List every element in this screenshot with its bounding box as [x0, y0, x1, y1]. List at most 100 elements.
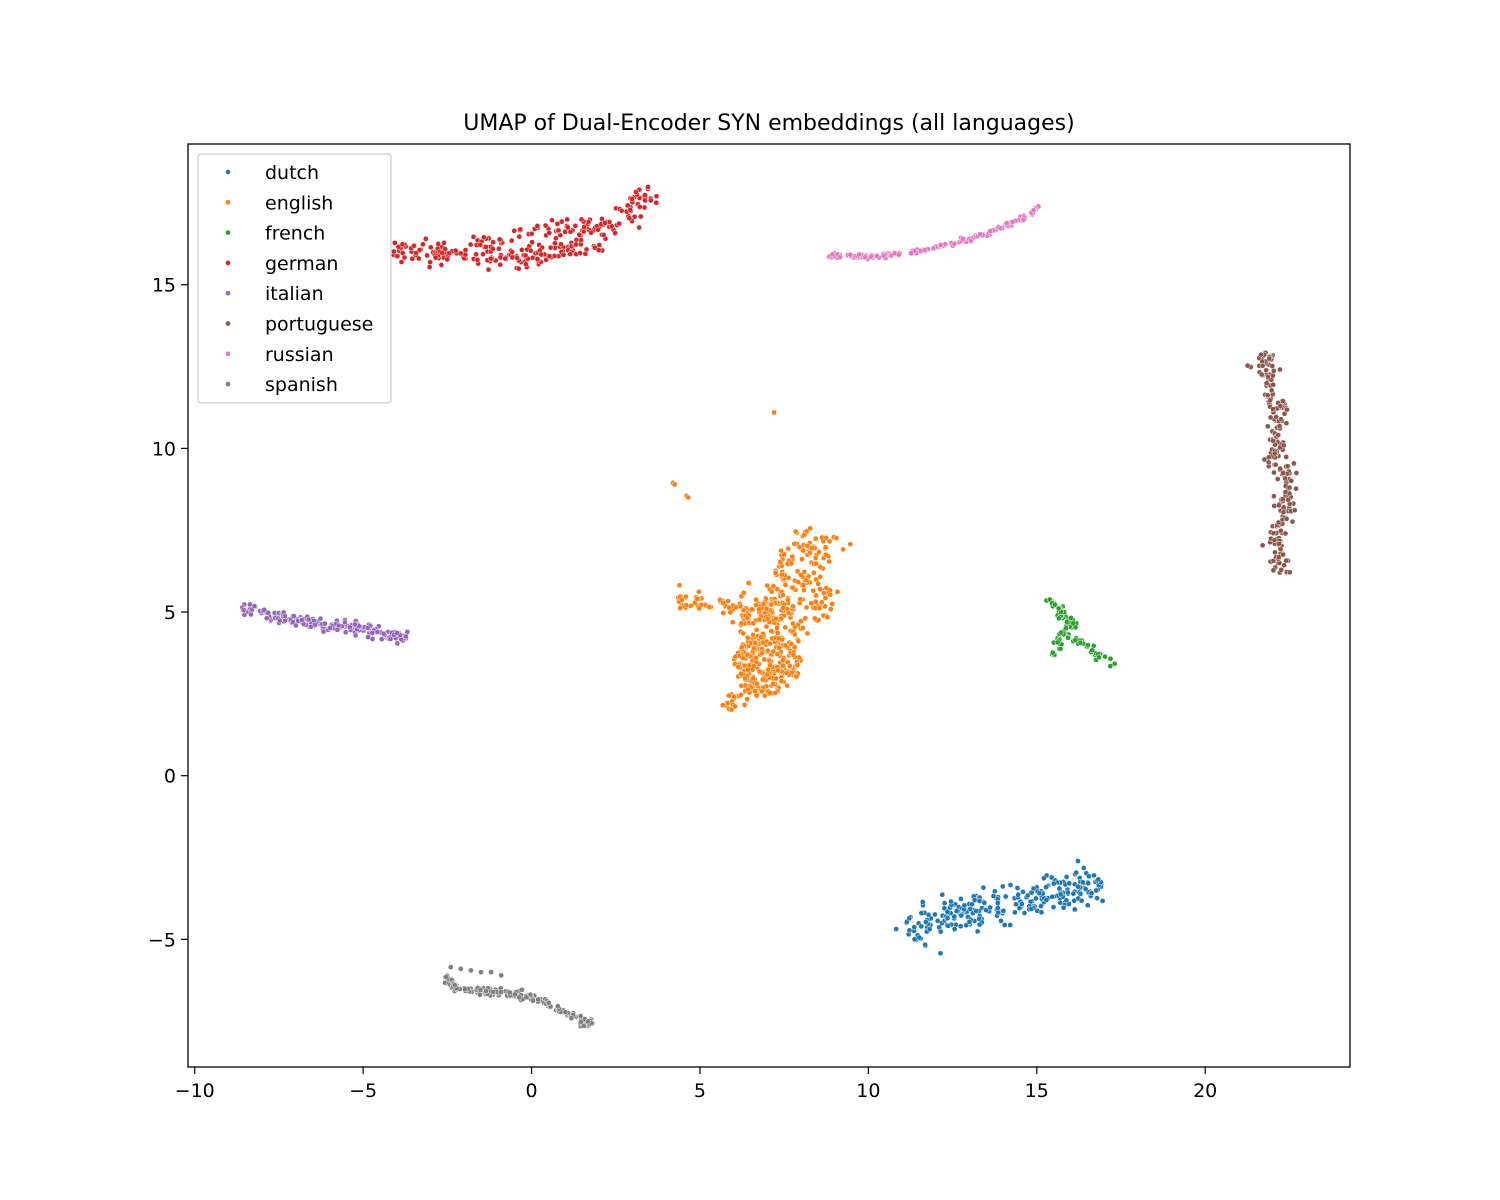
point-english	[780, 592, 786, 598]
point-italian	[342, 619, 348, 626]
legend-label-spanish: spanish	[265, 374, 338, 396]
series-portuguese	[1244, 349, 1300, 576]
point-english	[751, 645, 757, 652]
point-french	[1063, 625, 1069, 632]
y-tick-label: 15	[152, 275, 176, 297]
point-dutch	[1085, 880, 1092, 887]
point-english	[775, 667, 781, 674]
point-german	[441, 239, 447, 246]
scatter-points	[239, 184, 1300, 1029]
point-english	[809, 545, 815, 552]
point-portuguese	[1281, 410, 1288, 417]
point-english	[767, 640, 773, 647]
legend: dutch english french german italian portugues…	[197, 153, 392, 404]
point-italian	[378, 636, 385, 643]
point-german	[480, 251, 486, 258]
point-english	[817, 564, 824, 570]
point-dutch	[1088, 890, 1095, 896]
point-english	[811, 569, 817, 576]
point-portuguese	[1283, 420, 1290, 427]
point-portuguese	[1270, 372, 1276, 379]
point-portuguese	[1288, 477, 1295, 484]
point-german	[549, 217, 555, 224]
point-portuguese	[1284, 406, 1290, 413]
point-english	[790, 603, 796, 610]
x-tick-label: −10	[175, 1080, 215, 1102]
point-russian	[987, 228, 994, 234]
point-german	[554, 221, 561, 227]
point-dutch	[976, 921, 983, 928]
point-spanish	[477, 987, 484, 993]
point-dutch	[966, 918, 973, 925]
legend-label-german: german	[265, 253, 338, 275]
point-english	[763, 623, 770, 630]
point-english	[778, 615, 785, 622]
point-english	[840, 546, 846, 553]
point-english	[789, 553, 796, 560]
point-spanish	[530, 997, 536, 1004]
point-english	[790, 620, 796, 627]
point-english	[779, 657, 786, 663]
point-dutch	[957, 923, 964, 930]
point-dutch	[932, 911, 938, 918]
point-german	[637, 213, 644, 220]
point-portuguese	[1267, 397, 1273, 404]
point-german	[522, 252, 529, 259]
point-italian	[374, 629, 381, 635]
point-german	[599, 216, 605, 222]
point-portuguese	[1263, 380, 1270, 387]
point-english	[753, 626, 760, 633]
point-dutch	[998, 918, 1004, 924]
point-english	[752, 688, 758, 694]
point-german	[496, 236, 503, 243]
point-french	[1089, 647, 1096, 654]
point-portuguese	[1270, 437, 1276, 444]
point-english	[847, 541, 854, 548]
point-german	[567, 251, 574, 257]
point-portuguese	[1274, 476, 1281, 482]
point-english	[750, 675, 757, 682]
point-german	[596, 242, 603, 248]
point-english	[780, 604, 787, 611]
x-tick-label: 5	[694, 1080, 706, 1102]
series-russian	[826, 203, 1042, 262]
point-dutch	[1094, 895, 1100, 902]
point-dutch	[981, 900, 988, 906]
point-english	[764, 671, 771, 678]
point-german	[585, 219, 592, 225]
point-french	[1056, 615, 1062, 622]
point-german	[502, 255, 508, 262]
point-english	[803, 604, 810, 611]
point-italian	[291, 613, 297, 619]
point-portuguese	[1277, 465, 1284, 472]
point-russian	[868, 253, 874, 260]
point-english	[827, 591, 834, 598]
point-french	[1072, 637, 1078, 644]
point-spanish	[584, 1018, 591, 1025]
point-english	[741, 662, 748, 669]
point-portuguese	[1244, 362, 1251, 369]
point-german	[426, 264, 433, 270]
point-english	[770, 648, 777, 655]
point-english	[738, 682, 745, 689]
point-english	[732, 703, 738, 710]
point-german	[560, 251, 567, 258]
point-portuguese	[1265, 374, 1271, 380]
point-german	[534, 223, 541, 229]
point-dutch	[906, 927, 913, 934]
point-portuguese	[1280, 504, 1287, 511]
point-portuguese	[1282, 475, 1289, 482]
point-portuguese	[1270, 381, 1277, 388]
point-dutch	[918, 910, 925, 916]
point-english	[773, 615, 779, 622]
legend-marker-german	[225, 260, 231, 266]
point-english	[797, 596, 804, 602]
point-portuguese	[1280, 442, 1287, 449]
point-italian	[282, 613, 288, 620]
point-german	[398, 259, 405, 265]
point-italian	[251, 603, 258, 609]
point-german	[485, 266, 492, 273]
point-german	[581, 224, 588, 230]
legend-label-russian: russian	[265, 344, 334, 366]
point-german	[642, 192, 648, 198]
